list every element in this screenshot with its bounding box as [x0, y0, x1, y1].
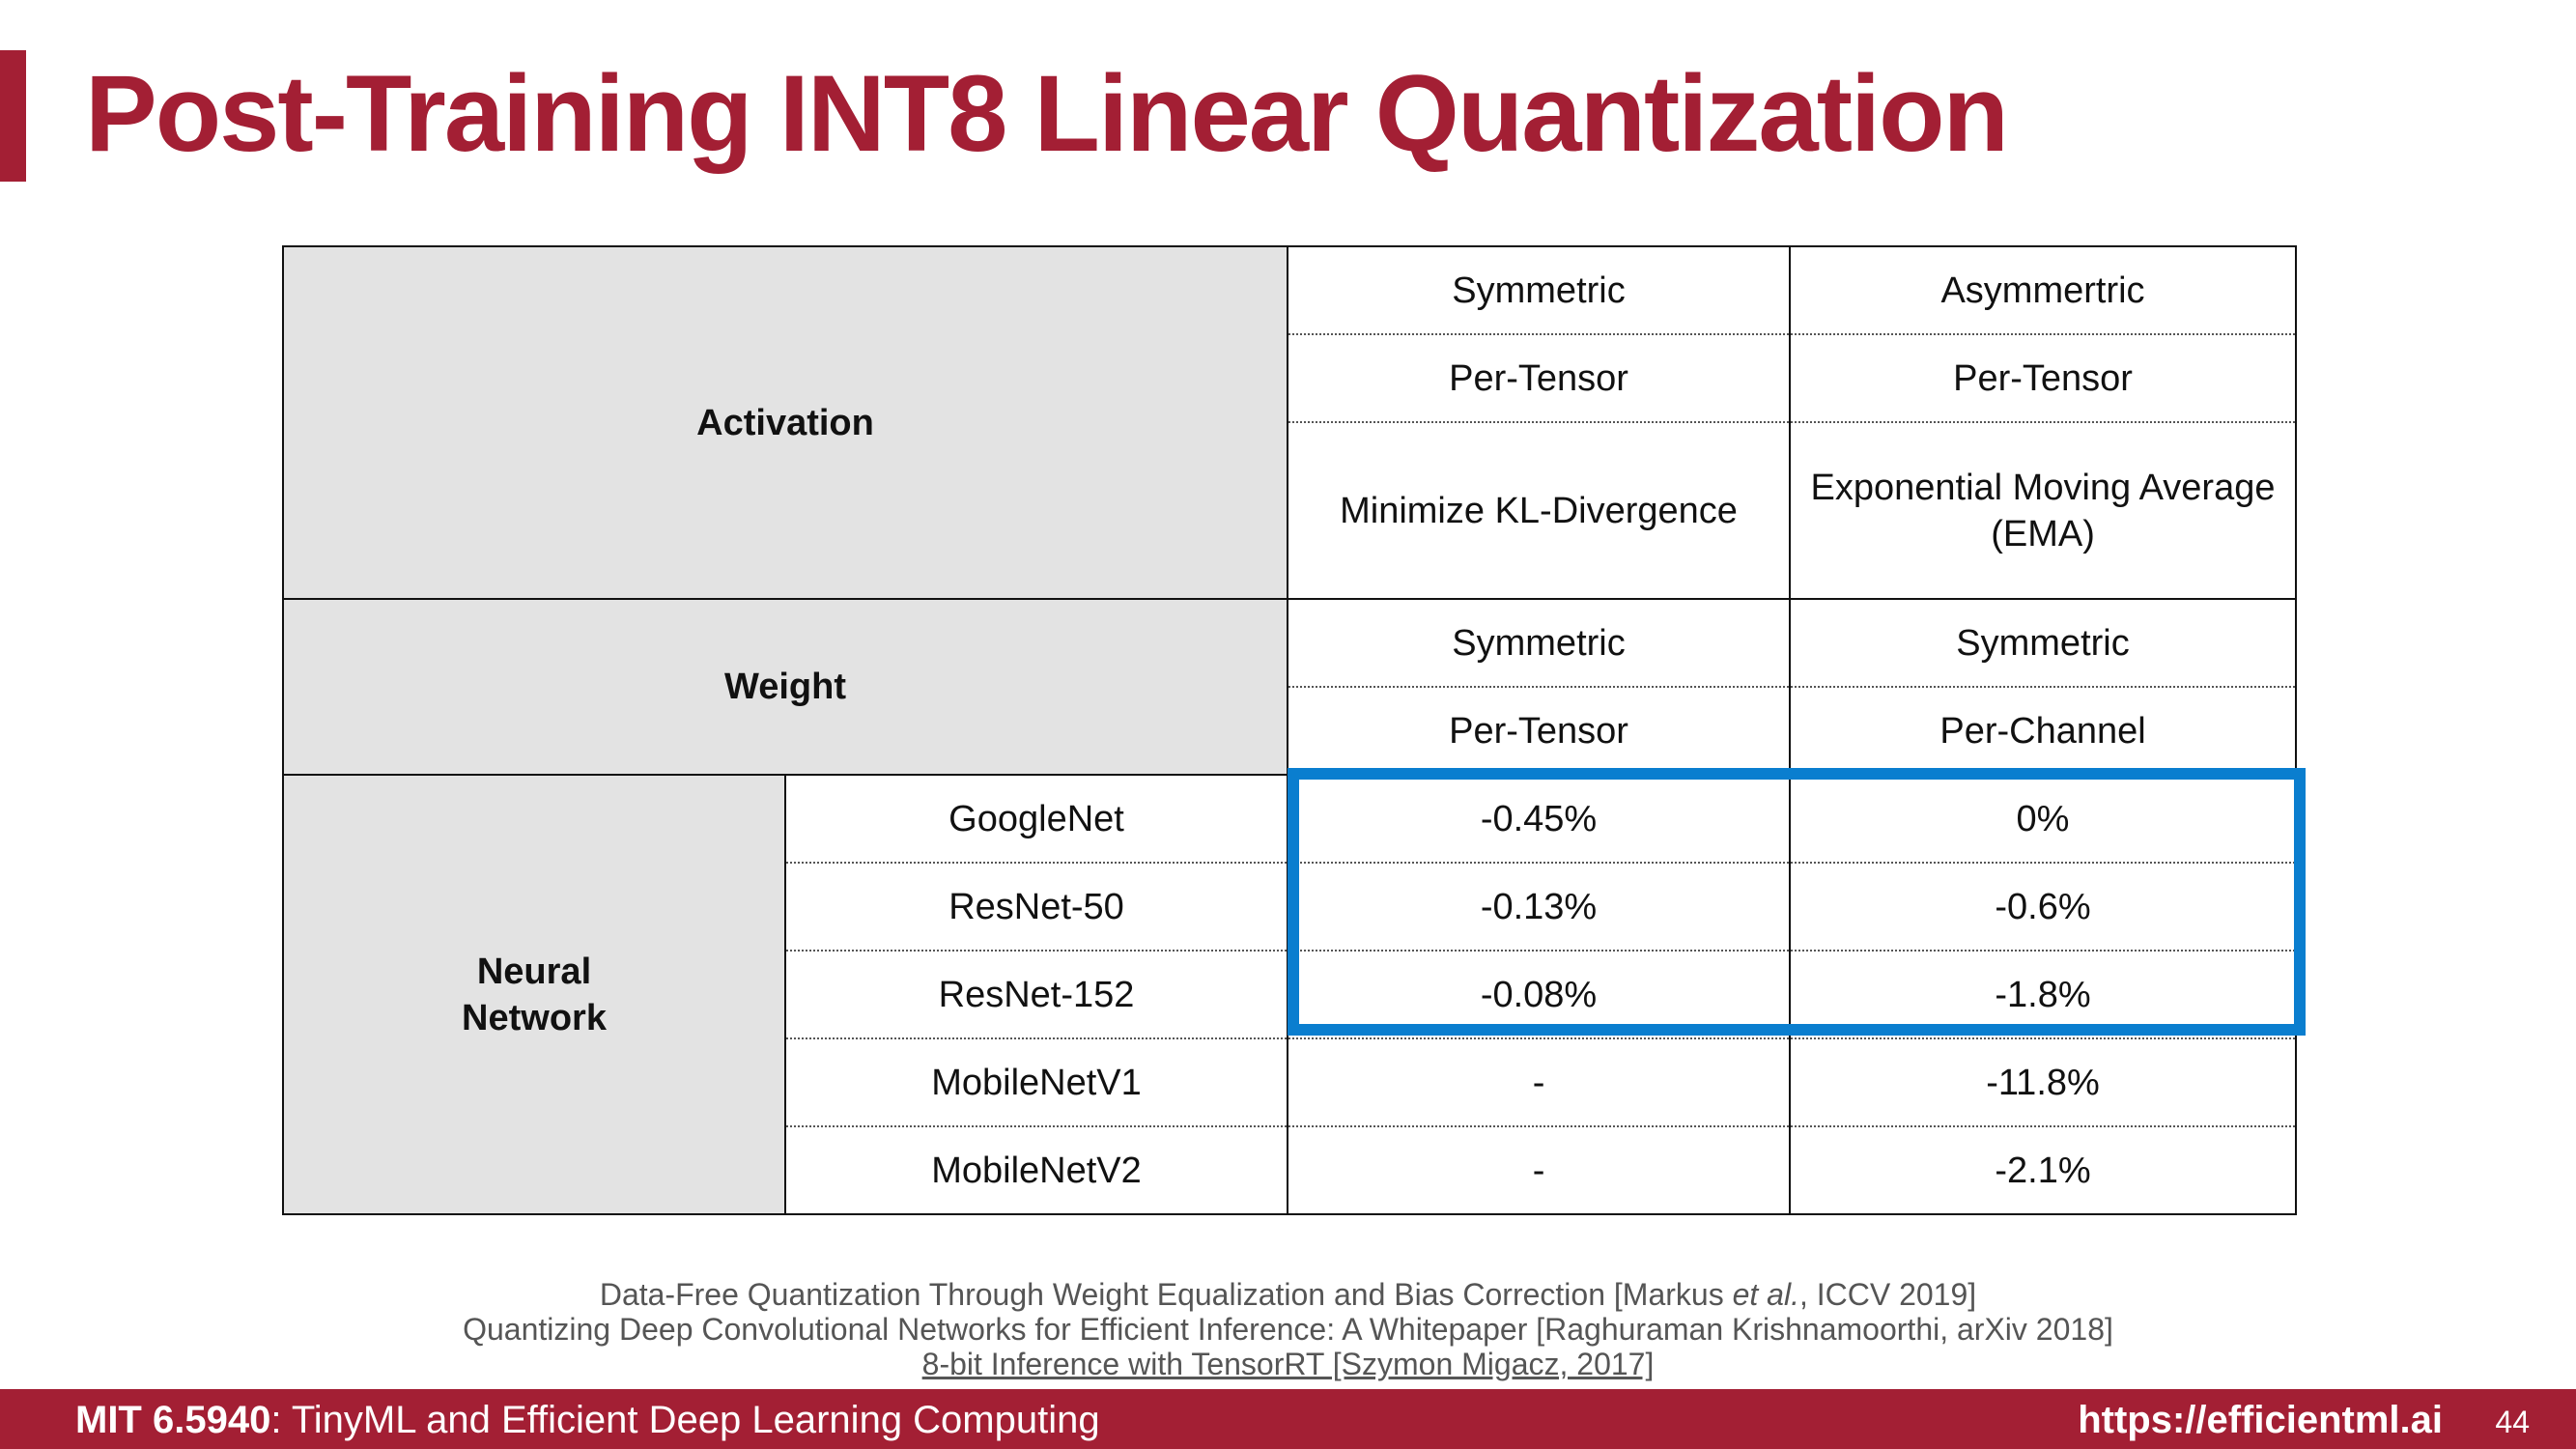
result-cell: -0.13% [1287, 862, 1792, 952]
references: Data-Free Quantization Through Weight Eq… [0, 1277, 2576, 1381]
activation-scheme-cell: Asymmertric [1789, 245, 2298, 335]
quantization-table: Activation Symmetric Asymmertric Per-Ten… [281, 245, 2298, 1215]
weight-granularity-cell: Per-Channel [1789, 686, 2298, 776]
reference-link[interactable]: 8-bit Inference with TensorRT [Szymon Mi… [921, 1347, 1655, 1381]
activation-scheme-cell: Symmetric [1287, 245, 1792, 335]
model-name-cell: GoogleNet [783, 774, 1289, 864]
model-name-cell: MobileNetV2 [783, 1125, 1289, 1215]
page-number: 44 [2495, 1405, 2530, 1439]
result-cell: -0.45% [1287, 774, 1792, 864]
weight-header: Weight [281, 598, 1289, 776]
reference-item: Data-Free Quantization Through Weight Eq… [599, 1277, 1977, 1312]
course-name: : TinyML and Efficient Deep Learning Com… [270, 1399, 1100, 1441]
course-title: MIT 6.5940: TinyML and Efficient Deep Le… [75, 1399, 1100, 1441]
result-cell: -0.6% [1789, 862, 2298, 952]
activation-method-cell: Minimize KL-Divergence [1287, 421, 1792, 600]
course-code: MIT 6.5940 [75, 1399, 271, 1441]
weight-scheme-cell: Symmetric [1287, 598, 1792, 688]
model-name-cell: ResNet-152 [783, 950, 1289, 1039]
result-cell: - [1287, 1125, 1792, 1215]
result-cell: -2.1% [1789, 1125, 2298, 1215]
result-cell: -1.8% [1789, 950, 2298, 1039]
activation-header: Activation [281, 245, 1289, 600]
activation-granularity-cell: Per-Tensor [1789, 333, 2298, 423]
result-cell: -11.8% [1789, 1037, 2298, 1127]
reference-item: Quantizing Deep Convolutional Networks f… [463, 1312, 2113, 1347]
activation-granularity-cell: Per-Tensor [1287, 333, 1792, 423]
weight-scheme-cell: Symmetric [1789, 598, 2298, 688]
result-cell: 0% [1789, 774, 2298, 864]
footer-bar: MIT 6.5940: TinyML and Efficient Deep Le… [0, 1389, 2576, 1449]
model-name-cell: MobileNetV1 [783, 1037, 1289, 1127]
neural-network-header: Neural Network [282, 774, 786, 1215]
slide-title: Post-Training INT8 Linear Quantization [85, 53, 2009, 174]
course-url[interactable]: https://efficientml.ai [2078, 1399, 2443, 1441]
weight-granularity-cell: Per-Tensor [1287, 686, 1792, 776]
result-cell: - [1287, 1037, 1792, 1127]
model-name-cell: ResNet-50 [783, 862, 1289, 952]
result-cell: -0.08% [1287, 950, 1792, 1039]
activation-method-cell: Exponential Moving Average (EMA) [1789, 421, 2298, 600]
title-accent-bar [0, 50, 26, 182]
